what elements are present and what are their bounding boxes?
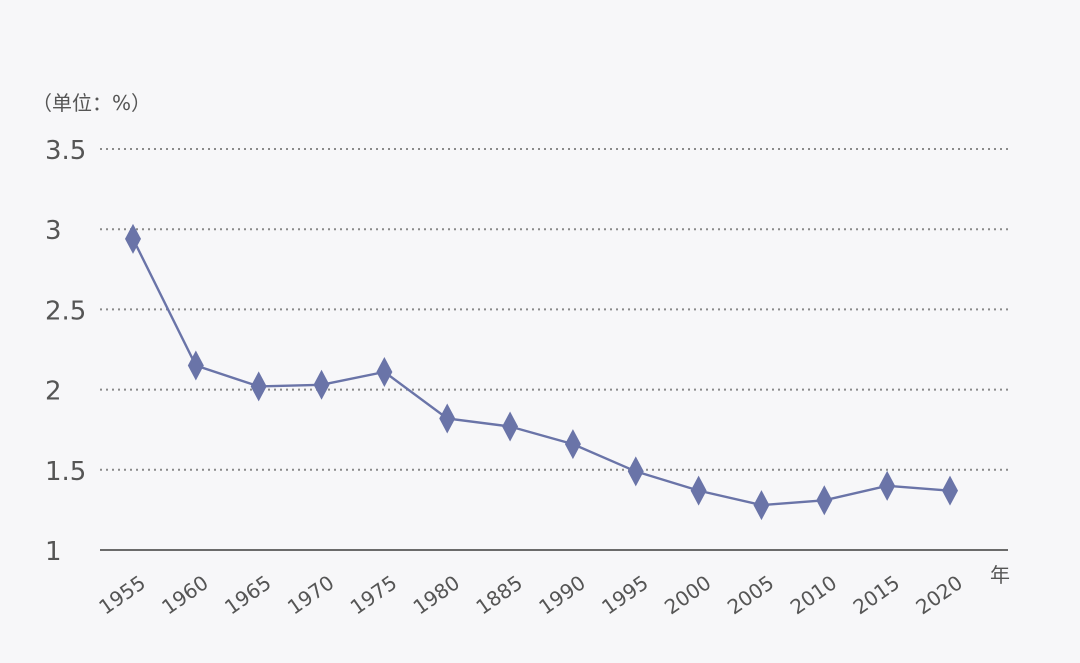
data-point-2015 [879, 470, 896, 501]
y-tick-label: 3.5 [45, 136, 86, 166]
y-tick-label: 1.5 [45, 457, 86, 487]
y-tick-label: 2.5 [45, 296, 86, 326]
marker-layer [125, 223, 958, 521]
x-tick-label: 2000 [660, 570, 715, 619]
x-tick-label: 2020 [911, 570, 966, 619]
line-layer [131, 238, 951, 507]
x-axis-suffix: 年 [990, 563, 1010, 587]
series-line [131, 238, 951, 507]
x-tick-label: 1990 [534, 570, 589, 619]
x-tick-label: 1955 [94, 570, 149, 619]
data-point-1975 [376, 356, 393, 387]
data-point-2010 [816, 485, 833, 516]
x-tick-label: 2005 [723, 570, 778, 619]
data-point-1970 [313, 369, 330, 400]
data-point-1885 [502, 411, 519, 442]
data-point-1960 [187, 350, 204, 381]
data-point-1955 [125, 223, 141, 254]
x-tick-label: 2015 [849, 570, 904, 619]
x-axis-labels: 1955 1960 1965 1970 1975 1980 1885 1990 1995 2000… [94, 570, 966, 619]
data-point-2000 [690, 475, 707, 506]
unit-label: （单位：%） [32, 91, 151, 115]
x-tick-label: 2010 [786, 570, 841, 619]
data-point-1980 [439, 403, 456, 434]
y-tick-label: 1 [45, 537, 62, 567]
y-tick-label: 3 [45, 216, 62, 246]
x-tick-label: 1885 [471, 570, 526, 619]
y-tick-label: 2 [45, 377, 62, 407]
x-tick-label: 1975 [346, 570, 401, 619]
x-tick-label: 1960 [157, 570, 212, 619]
x-tick-label: 1970 [283, 570, 338, 619]
grid-layer: 1 1.5 2 2.5 3 3.5 [45, 136, 1008, 567]
data-point-1990 [564, 429, 581, 460]
data-point-1995 [627, 456, 644, 487]
data-point-1965 [250, 371, 267, 402]
x-tick-label: 1995 [597, 570, 652, 619]
x-tick-label: 1980 [409, 570, 464, 619]
data-point-2005 [753, 490, 770, 521]
x-tick-label: 1965 [220, 570, 275, 619]
data-point-2020 [942, 475, 958, 506]
